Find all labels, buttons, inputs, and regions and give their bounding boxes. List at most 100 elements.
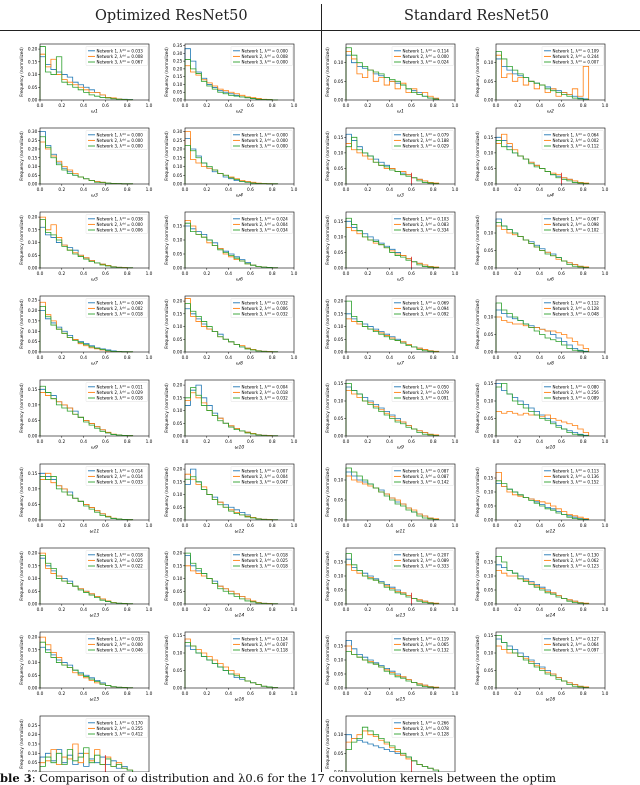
x-tick-label: 0.4 bbox=[536, 187, 543, 193]
x-tick-label: 0.0 bbox=[37, 103, 44, 109]
x-tick-label: 0.8 bbox=[430, 355, 437, 361]
legend-series-name: Network 2, λ bbox=[97, 306, 123, 311]
chart-standard-14: 0.00 0.05 0.10 0.15 0.0 0.2 0.4 0.6 0.8 1.0 ω14 Fre… bbox=[475, 547, 609, 619]
series-line-network-3 bbox=[495, 140, 590, 185]
x-tick-label: 0.6 bbox=[247, 607, 254, 613]
legend-box bbox=[230, 382, 293, 402]
x-tick-label: 0.6 bbox=[558, 523, 565, 529]
x-tick-label: 0.4 bbox=[225, 691, 232, 697]
legend-label-network-2: Network 2, λdd = 0.007 bbox=[242, 642, 289, 647]
legend-lambda-value: = 0.124 bbox=[271, 636, 289, 641]
legend-series-name: Network 3, λ bbox=[403, 480, 429, 485]
x-tick-label: 0.4 bbox=[386, 439, 393, 445]
x-tick-label: 0.6 bbox=[102, 607, 109, 613]
y-tick-label: 0.10 bbox=[28, 486, 38, 492]
legend-lambda-value: = 0.029 bbox=[126, 390, 144, 395]
legend-series-name: Network 2, λ bbox=[242, 306, 268, 311]
x-tick-label: 0.8 bbox=[430, 523, 437, 529]
legend-series-name: Network 3, λ bbox=[97, 732, 123, 737]
y-tick-label: 0.05 bbox=[28, 760, 38, 766]
legend-superscript: dd bbox=[122, 479, 126, 483]
legend-lambda-value: = 0.000 bbox=[271, 48, 289, 53]
legend-superscript: dd bbox=[122, 390, 126, 394]
y-tick-label: 0.10 bbox=[334, 150, 344, 156]
y-tick-label: 0.05 bbox=[484, 588, 494, 594]
legend-lambda-value: = 0.092 bbox=[432, 312, 450, 317]
x-tick-label: 0.4 bbox=[225, 187, 232, 193]
x-tick-label: 0.8 bbox=[430, 439, 437, 445]
y-tick-label: 0.05 bbox=[484, 248, 494, 254]
legend-superscript: dd bbox=[428, 143, 432, 147]
legend-box bbox=[85, 466, 148, 486]
y-axis-label: Frequency (normalized) bbox=[325, 551, 330, 601]
legend-box bbox=[541, 46, 604, 66]
y-tick-label: 0.20 bbox=[173, 299, 183, 305]
legend-superscript: dd bbox=[267, 138, 271, 142]
x-tick-label: 0.0 bbox=[37, 439, 44, 445]
legend-series-name: Network 3, λ bbox=[553, 648, 579, 653]
legend-box bbox=[230, 634, 293, 654]
legend-box bbox=[541, 634, 604, 654]
x-tick-label: 0.2 bbox=[364, 355, 371, 361]
legend-superscript: dd bbox=[267, 311, 271, 315]
plot-frame bbox=[495, 43, 606, 101]
legend-label-network-3: Network 3, λdd = 0.046 bbox=[97, 647, 144, 652]
x-tick-label: 0.2 bbox=[364, 523, 371, 529]
legend-label-network-2: Network 2, λdd = 0.083 bbox=[403, 222, 450, 227]
legend-series-name: Network 3, λ bbox=[242, 564, 268, 569]
x-tick-label: 1.0 bbox=[146, 103, 153, 109]
y-tick-label: 0.10 bbox=[484, 574, 494, 580]
legend-lambda-value: = 0.333 bbox=[432, 564, 450, 569]
y-tick-label: 0.00 bbox=[334, 98, 344, 104]
x-tick-label: 0.6 bbox=[102, 355, 109, 361]
legend-label-network-2: Network 2, λdd = 0.062 bbox=[553, 558, 600, 563]
x-axis-label: ω12 bbox=[235, 529, 245, 535]
legend-label-network-1: Network 1, λdd = 0.109 bbox=[553, 48, 600, 53]
legend-label-network-3: Network 3, λdd = 0.092 bbox=[403, 311, 450, 316]
legend-lambda-value: = 0.000 bbox=[126, 144, 144, 149]
x-tick-label: 0.6 bbox=[102, 439, 109, 445]
legend-superscript: dd bbox=[122, 227, 126, 231]
y-tick-label: 0.00 bbox=[334, 686, 344, 692]
legend-superscript: dd bbox=[428, 138, 432, 142]
y-tick-label: 0.10 bbox=[28, 402, 38, 408]
x-tick-label: 0.0 bbox=[343, 691, 350, 697]
legend-label-network-1: Network 1, λdd = 0.050 bbox=[403, 384, 450, 389]
legend-label-network-1: Network 1, λdd = 0.018 bbox=[97, 552, 144, 557]
legend-label-network-2: Network 2, λdd = 0.029 bbox=[97, 390, 144, 395]
legend-series-name: Network 2, λ bbox=[553, 642, 579, 647]
series-line-network-3 bbox=[495, 556, 590, 605]
series-line-network-2 bbox=[495, 411, 590, 436]
x-tick-label: 1.0 bbox=[146, 607, 153, 613]
plot-frame bbox=[345, 379, 456, 437]
y-tick-label: 0.20 bbox=[28, 551, 38, 557]
legend-label-network-2: Network 2, λdd = 0.064 bbox=[553, 642, 600, 647]
legend-box bbox=[541, 130, 604, 150]
y-tick-label: 0.10 bbox=[484, 150, 494, 156]
legend-lambda-value: = 0.089 bbox=[432, 558, 450, 563]
legend-lambda-value: = 0.119 bbox=[432, 636, 450, 641]
x-axis-label: ω2 bbox=[236, 109, 243, 115]
series-line-network-3 bbox=[345, 726, 440, 772]
chart-optimized-3: 0.00 0.05 0.10 0.15 0.20 0.25 0.30 0.0 0.2 0.4 0.6… bbox=[19, 127, 153, 199]
x-tick-label: 0.0 bbox=[493, 271, 500, 277]
x-tick-label: 0.4 bbox=[386, 691, 393, 697]
series-line-network-2 bbox=[495, 316, 590, 352]
legend-superscript: dd bbox=[267, 390, 271, 394]
legend-series-name: Network 1, λ bbox=[553, 216, 579, 221]
series-line-network-3 bbox=[184, 222, 279, 269]
chart-optimized-1: 0.00 0.05 0.10 0.15 0.20 0.0 0.2 0.4 0.6 0.8 1.0 ω1… bbox=[19, 43, 153, 115]
x-tick-label: 0.8 bbox=[269, 439, 276, 445]
chart-optimized-15: 0.00 0.05 0.10 0.15 0.20 0.0 0.2 0.4 0.6 0.8 1.0 ω1… bbox=[19, 631, 153, 703]
x-tick-label: 0.8 bbox=[580, 439, 587, 445]
y-tick-label: 0.15 bbox=[173, 395, 183, 401]
legend-series-name: Network 3, λ bbox=[403, 312, 429, 317]
x-tick-label: 0.2 bbox=[514, 103, 521, 109]
legend-series-name: Network 3, λ bbox=[97, 648, 123, 653]
series-line-network-3 bbox=[345, 383, 440, 437]
legend-superscript: dd bbox=[428, 132, 432, 136]
legend-lambda-value: = 0.128 bbox=[582, 306, 600, 311]
legend-series-name: Network 3, λ bbox=[97, 564, 123, 569]
y-tick-label: 0.05 bbox=[334, 751, 344, 757]
legend-series-name: Network 3, λ bbox=[553, 564, 579, 569]
